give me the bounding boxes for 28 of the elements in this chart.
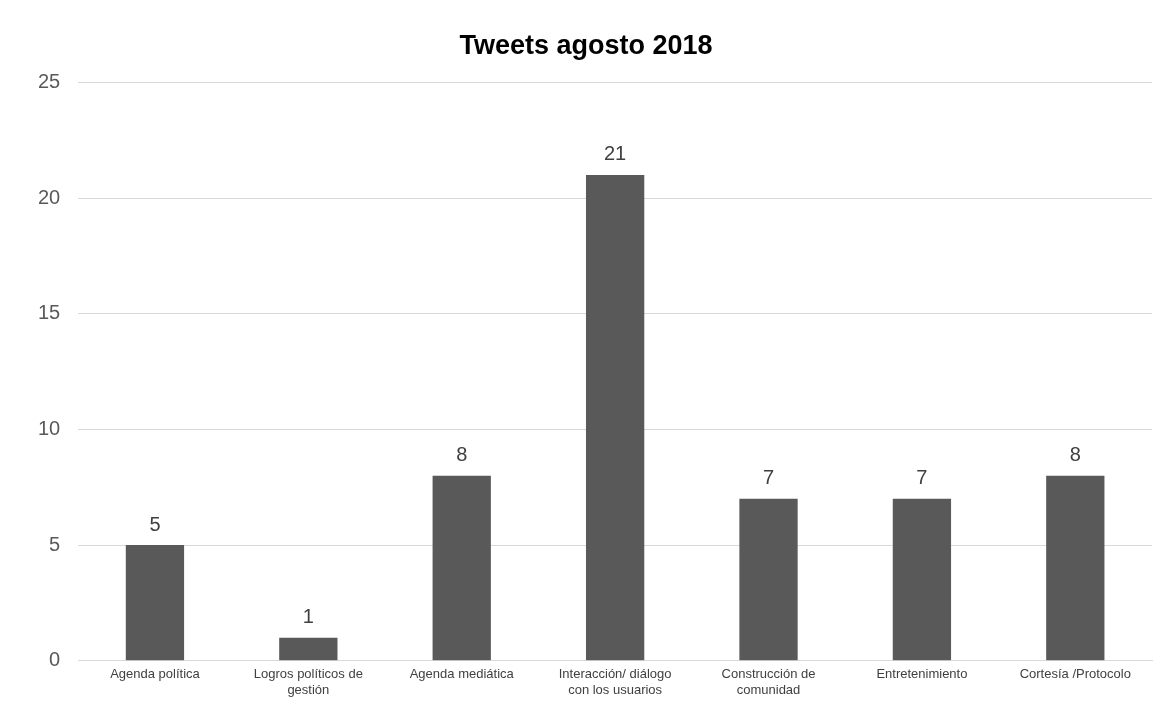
- x-tick-label: Agenda mediática: [409, 666, 515, 682]
- y-tick-label: 10: [38, 416, 61, 439]
- y-tick-label: 25: [38, 69, 61, 92]
- bar: [432, 475, 491, 661]
- chart-title: Tweets agosto 2018: [459, 29, 713, 60]
- x-tick-label: Logros políticos de gestión: [253, 666, 363, 697]
- bar: [585, 174, 645, 661]
- x-tick-label: Entretenimiento: [876, 666, 968, 682]
- x-tick-label: Interacción/ diálogo con los usuarios: [558, 666, 672, 697]
- y-tick-label: 0: [49, 648, 61, 671]
- y-tick-label: 5: [49, 532, 61, 555]
- y-tick-label: 15: [38, 301, 61, 324]
- bar: [125, 545, 185, 661]
- bar: [279, 637, 338, 661]
- bar: [892, 498, 952, 661]
- data-label: 7: [916, 466, 928, 489]
- x-tick-label: Construcción de comunidad: [721, 666, 816, 697]
- data-label: 7: [762, 466, 775, 489]
- x-tick-label: Agenda política: [110, 666, 201, 682]
- bar: [739, 498, 798, 661]
- bar: [1046, 475, 1105, 661]
- data-label: 5: [149, 512, 161, 535]
- y-tick-label: 20: [38, 185, 61, 208]
- data-label: 1: [302, 605, 314, 628]
- data-label: 8: [456, 443, 468, 466]
- data-label: 8: [1069, 443, 1081, 466]
- x-tick-label: Cortesía /Protocolo: [1019, 666, 1131, 682]
- data-label: 21: [604, 142, 627, 165]
